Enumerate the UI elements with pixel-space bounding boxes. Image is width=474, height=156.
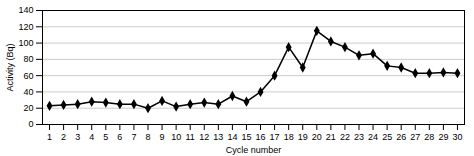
svg-text:40: 40 <box>23 87 33 97</box>
svg-text:140: 140 <box>18 5 33 15</box>
svg-text:23: 23 <box>354 132 364 142</box>
svg-text:27: 27 <box>410 132 420 142</box>
svg-text:60: 60 <box>23 71 33 81</box>
svg-text:4: 4 <box>89 132 94 142</box>
svg-text:1: 1 <box>47 132 52 142</box>
svg-text:16: 16 <box>256 132 266 142</box>
svg-text:11: 11 <box>186 132 195 142</box>
svg-text:20: 20 <box>312 132 322 142</box>
svg-text:0: 0 <box>28 119 33 129</box>
svg-text:5: 5 <box>103 132 108 142</box>
svg-text:9: 9 <box>160 132 165 142</box>
svg-text:13: 13 <box>213 132 223 142</box>
svg-text:12: 12 <box>199 132 209 142</box>
svg-text:10: 10 <box>171 132 181 142</box>
svg-text:80: 80 <box>23 54 33 64</box>
svg-text:24: 24 <box>368 132 378 142</box>
svg-text:29: 29 <box>438 132 448 142</box>
svg-text:17: 17 <box>270 132 280 142</box>
svg-text:7: 7 <box>131 132 136 142</box>
svg-text:28: 28 <box>424 132 434 142</box>
svg-text:21: 21 <box>326 132 336 142</box>
svg-text:20: 20 <box>23 103 33 113</box>
svg-text:120: 120 <box>18 22 33 32</box>
svg-text:14: 14 <box>227 132 237 142</box>
svg-text:2: 2 <box>61 132 66 142</box>
svg-text:3: 3 <box>75 132 80 142</box>
svg-text:25: 25 <box>382 132 392 142</box>
svg-text:8: 8 <box>145 132 150 142</box>
svg-text:100: 100 <box>18 38 33 48</box>
svg-text:Activity (Bq): Activity (Bq) <box>5 43 15 91</box>
svg-text:Cycle number: Cycle number <box>226 145 282 155</box>
svg-text:22: 22 <box>340 132 350 142</box>
svg-text:18: 18 <box>284 132 294 142</box>
svg-text:6: 6 <box>117 132 122 142</box>
svg-text:30: 30 <box>452 132 462 142</box>
svg-text:26: 26 <box>396 132 406 142</box>
svg-text:19: 19 <box>298 132 308 142</box>
svg-text:15: 15 <box>241 132 251 142</box>
